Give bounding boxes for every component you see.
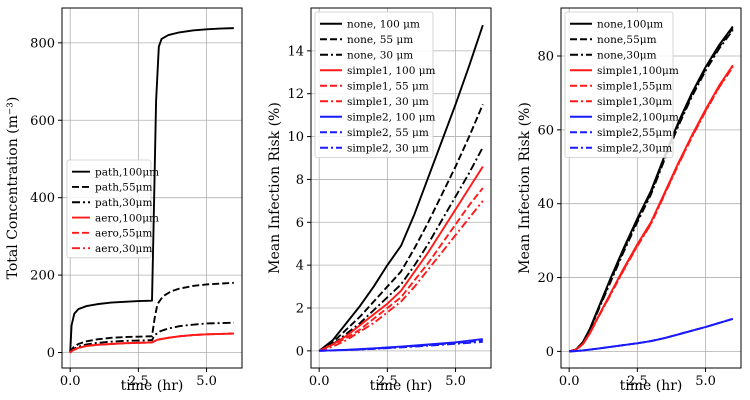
y-axis-label: Mean Infection Risk (%) (267, 102, 283, 274)
legend-label: simple2,100μm (597, 111, 679, 123)
series-line-4 (318, 166, 484, 352)
y-tick-label: 80 (537, 50, 554, 65)
y-tick-label: 14 (287, 44, 304, 59)
series-line-1 (318, 24, 484, 352)
y-tick-label: 200 (30, 269, 55, 284)
x-tick-label: 5.0 (196, 374, 217, 389)
legend-label: none,30μm (597, 49, 657, 61)
axes-frame (310, 7, 492, 369)
legend-label: simple1,55μm (597, 80, 672, 92)
y-tick-label: 40 (537, 197, 554, 212)
series-line-3 (318, 146, 484, 352)
series-line-9 (569, 317, 734, 353)
series-line-2 (318, 104, 484, 352)
x-tick-label: 5.0 (695, 374, 716, 389)
legend-label: simple2, 55 μm (347, 127, 429, 139)
legend-label: none, 100 μm (347, 18, 420, 30)
series-line-1 (69, 27, 234, 353)
legend-label: simple2, 30 μm (347, 142, 429, 154)
legend-label: simple1,100μm (597, 65, 679, 77)
series-line-7 (319, 338, 483, 352)
x-tick-label: 2.5 (627, 374, 648, 389)
x-tick-label: 0.0 (559, 374, 580, 389)
y-tick-label: 800 (30, 36, 55, 51)
series-line-2 (69, 281, 234, 354)
legend-label: none,100μm (597, 18, 663, 30)
legend-label: simple2,55μm (597, 127, 672, 139)
series-line-6 (318, 200, 484, 352)
series-line-3 (69, 321, 234, 354)
legend-label: path,55μm (95, 182, 152, 194)
legend-box (564, 11, 674, 158)
y-tick-label: 20 (537, 271, 554, 286)
legend-label: path,30μm (95, 197, 152, 209)
legend-label: none, 55 μm (347, 34, 413, 46)
x-axis-label: time (hr) (121, 378, 184, 394)
y-tick-label: 4 (296, 259, 304, 274)
axes-frame (61, 7, 243, 369)
series-line-5 (318, 187, 484, 352)
y-tick-label: 400 (30, 191, 55, 206)
legend: none, 100 μm none, 55 μm none, 30 μm simple… (314, 11, 436, 158)
x-axis-label: time (hr) (620, 378, 683, 394)
y-tick-label: 10 (287, 130, 304, 145)
x-tick-label: 0.0 (60, 374, 81, 389)
x-tick-label: 0.0 (309, 374, 330, 389)
legend-label: aero,30μm (95, 243, 152, 255)
x-axis-label: time (hr) (370, 378, 433, 394)
y-tick-label: 0 (47, 346, 55, 361)
panel-2: 0.0 2.5 5.0 0 2 4 6 8 10 12 14 time (hr) Mean Infect… (267, 7, 492, 394)
legend-label: aero,100μm (95, 212, 159, 224)
legend-label: simple2,30μm (597, 142, 672, 154)
y-tick-label: 6 (296, 216, 304, 231)
legend-label: simple1,30μm (597, 96, 672, 108)
x-tick-label: 2.5 (377, 374, 398, 389)
y-tick-label: 60 (537, 123, 554, 138)
series-line-6 (69, 332, 234, 354)
y-tick-label: 2 (296, 302, 304, 317)
legend-box (314, 11, 434, 158)
y-axis-label: Mean Infection Risk (%) (517, 102, 533, 274)
x-tick-label: 5.0 (445, 374, 466, 389)
legend-label: none, 30 μm (347, 49, 413, 61)
legend-label: simple1, 55 μm (347, 80, 429, 92)
y-tick-label: 0 (546, 345, 554, 360)
legend-label: simple1, 30 μm (347, 96, 429, 108)
legend-label: aero,55μm (95, 228, 152, 240)
y-tick-label: 600 (30, 114, 55, 129)
y-tick-label: 12 (287, 87, 304, 102)
panel-1: 0.0 2.5 5.0 0 200 400 600 800 time (hr) Total Con… (5, 7, 243, 394)
axes-frame (560, 7, 742, 369)
series-line-6 (568, 66, 734, 353)
panel-3: 0.0 2.5 5.0 0 20 40 60 80 time (hr) Mean Infectio… (517, 7, 742, 394)
legend-label: none,55μm (597, 34, 657, 46)
legend-label: simple2, 100 μm (347, 111, 436, 123)
legend: path,100μm path,55μm path,30μm aero,100μm ae… (66, 159, 159, 259)
legend-label: path,100μm (95, 166, 159, 178)
x-tick-label: 2.5 (128, 374, 149, 389)
legend: none,100μm none,55μm none,30μm simple1,100μ… (564, 11, 679, 158)
y-axis-label: Total Concentration (m⁻³) (5, 97, 21, 280)
y-tick-label: 0 (296, 344, 304, 359)
legend-label: simple1, 100 μm (347, 65, 436, 77)
y-tick-label: 8 (296, 173, 304, 188)
series-line-9 (319, 340, 483, 352)
